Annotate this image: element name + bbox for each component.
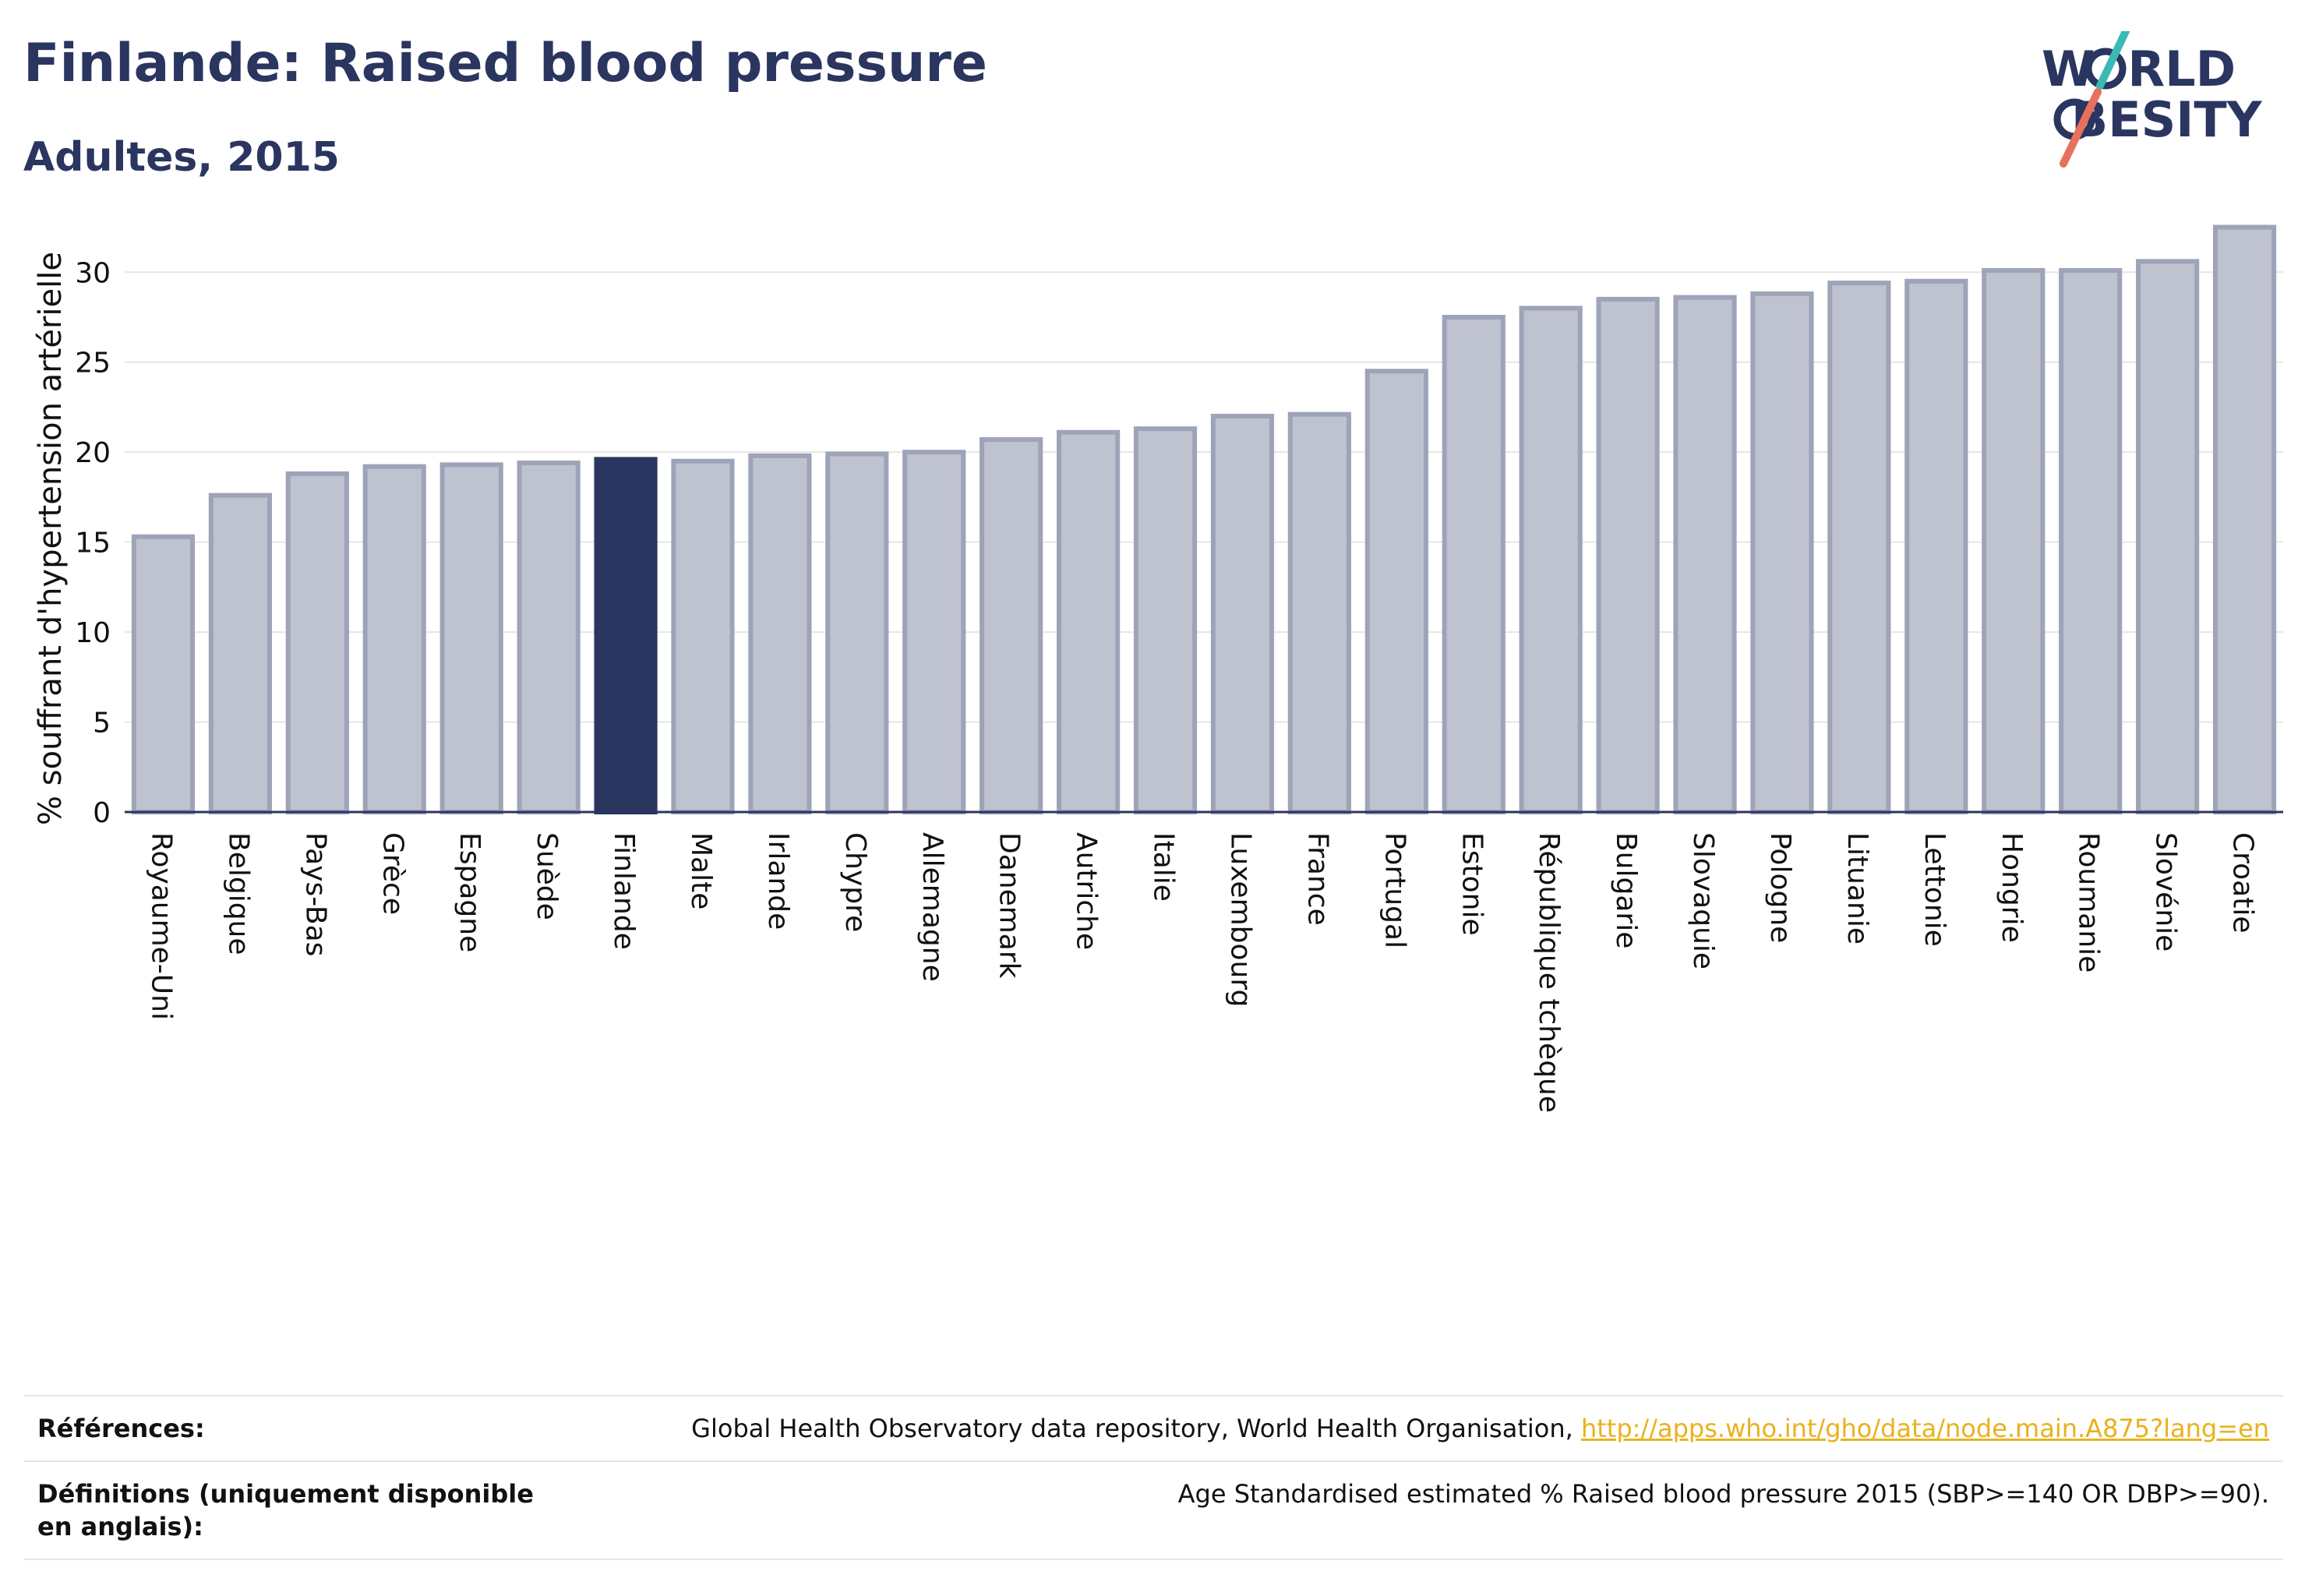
logo-slash-teal <box>2096 31 2130 90</box>
bar[interactable] <box>2212 224 2277 814</box>
bar[interactable] <box>2136 259 2200 815</box>
y-tick-labels: 0 5 10 15 20 25 30 <box>75 257 111 829</box>
definitions-label: Définitions (uniquement disponible en an… <box>37 1479 534 1541</box>
y-tick-label: 0 <box>93 797 111 829</box>
logo-slash-coral <box>2060 88 2102 168</box>
bar[interactable] <box>1982 267 2046 814</box>
y-tick-label: 30 <box>75 257 111 289</box>
definitions-value: Age Standardised estimated % Raised bloo… <box>1177 1479 2269 1509</box>
y-tick-label: 15 <box>75 528 111 560</box>
bar-chart: 0 5 10 15 20 25 30 Royaume-Uni Belgique Pays-Bas… <box>33 224 2283 1113</box>
references-link[interactable]: http://apps.who.int/gho/data/node.main.A… <box>1580 1414 2269 1443</box>
x-tick-label: Autriche <box>1071 832 1103 950</box>
bar[interactable] <box>362 464 426 814</box>
y-tick-label: 20 <box>75 437 111 469</box>
bar[interactable] <box>439 462 503 814</box>
bar[interactable] <box>825 451 889 814</box>
bar[interactable] <box>1904 278 1968 814</box>
references-value: Global Health Observatory data repositor… <box>691 1412 2269 1445</box>
x-tick-label: Espagne <box>454 832 485 952</box>
y-tick-label: 10 <box>75 617 111 649</box>
x-tick-label: Pays-Bas <box>299 832 331 956</box>
x-tick-label: République tchèque <box>1533 832 1565 1113</box>
bar[interactable] <box>1827 281 1891 814</box>
world-obesity-logo: W RLD BESITY <box>2042 31 2263 168</box>
x-tick-label: Estonie <box>1456 832 1488 936</box>
x-tick-label: Slovénie <box>2150 832 2182 952</box>
bar[interactable] <box>1364 369 1428 815</box>
x-tick-label: France <box>1301 832 1333 926</box>
bars <box>131 224 2277 815</box>
x-tick-label: Italie <box>1148 832 1180 902</box>
references-label: Références: <box>37 1414 205 1443</box>
y-tick-label: 5 <box>93 708 111 740</box>
bar[interactable] <box>1750 291 1814 814</box>
x-tick-label: Lettonie <box>1918 832 1950 947</box>
x-tick-label: Danemark <box>994 832 1025 979</box>
references-row: Références: Global Health Observatory da… <box>23 1395 2283 1460</box>
bar[interactable] <box>671 458 735 815</box>
bar[interactable] <box>131 534 196 815</box>
x-tick-label: Malte <box>685 832 717 909</box>
bar[interactable] <box>1596 296 1660 814</box>
bar[interactable] <box>1519 305 1583 815</box>
bar[interactable] <box>1287 411 1351 814</box>
bar[interactable] <box>1057 429 1121 814</box>
x-tick-label: Portugal <box>1378 832 1410 948</box>
x-tick-label: Roumanie <box>2073 832 2105 973</box>
chart-subtitle: Adultes, 2015 <box>23 134 340 181</box>
x-tick-label: Chypre <box>839 832 871 932</box>
x-tick-label: Suède <box>531 832 563 920</box>
x-tick-label: Belgique <box>222 832 254 955</box>
bar[interactable] <box>517 461 581 814</box>
definitions-row: Définitions (uniquement disponible en an… <box>23 1460 2283 1560</box>
bar[interactable] <box>2059 267 2123 814</box>
bar[interactable] <box>1442 315 1505 814</box>
bar[interactable] <box>1210 414 1275 814</box>
x-tick-label: Irlande <box>762 832 794 930</box>
x-tick-label: Pologne <box>1764 832 1796 943</box>
x-tick-label: Lituanie <box>1841 832 1873 945</box>
y-tick-label: 25 <box>75 348 111 380</box>
chart-title: Finlande: Raised blood pressure <box>23 33 988 94</box>
bar[interactable] <box>208 493 272 814</box>
bar[interactable] <box>748 453 812 814</box>
x-tick-labels: Royaume-Uni Belgique Pays-Bas Grèce Espagne S… <box>145 832 2258 1113</box>
x-tick-label: Allemagne <box>916 832 948 982</box>
x-tick-label: Royaume-Uni <box>145 832 177 1020</box>
x-tick-label: Bulgarie <box>1610 832 1642 948</box>
bar[interactable] <box>285 471 349 815</box>
references-table: Références: Global Health Observatory da… <box>23 1395 2283 1560</box>
bar[interactable] <box>1133 426 1198 814</box>
bar[interactable] <box>1673 295 1737 815</box>
x-tick-label: Finlande <box>608 832 640 950</box>
x-tick-label: Grèce <box>376 832 408 915</box>
x-tick-label: Slovaquie <box>1687 832 1719 969</box>
y-axis-label: % souffrant d'hypertension artérielle <box>33 252 69 825</box>
x-tick-label: Hongrie <box>1996 832 2028 943</box>
logo-o-ring <box>2084 48 2127 90</box>
x-tick-label: Croatie <box>2227 832 2259 934</box>
x-tick-label: Luxembourg <box>1224 832 1256 1007</box>
logo-line-obesity: BESITY <box>2071 91 2263 148</box>
bar[interactable] <box>594 457 658 814</box>
bar[interactable] <box>902 450 966 814</box>
references-text: Global Health Observatory data repositor… <box>691 1414 1581 1443</box>
bar[interactable] <box>980 437 1043 814</box>
